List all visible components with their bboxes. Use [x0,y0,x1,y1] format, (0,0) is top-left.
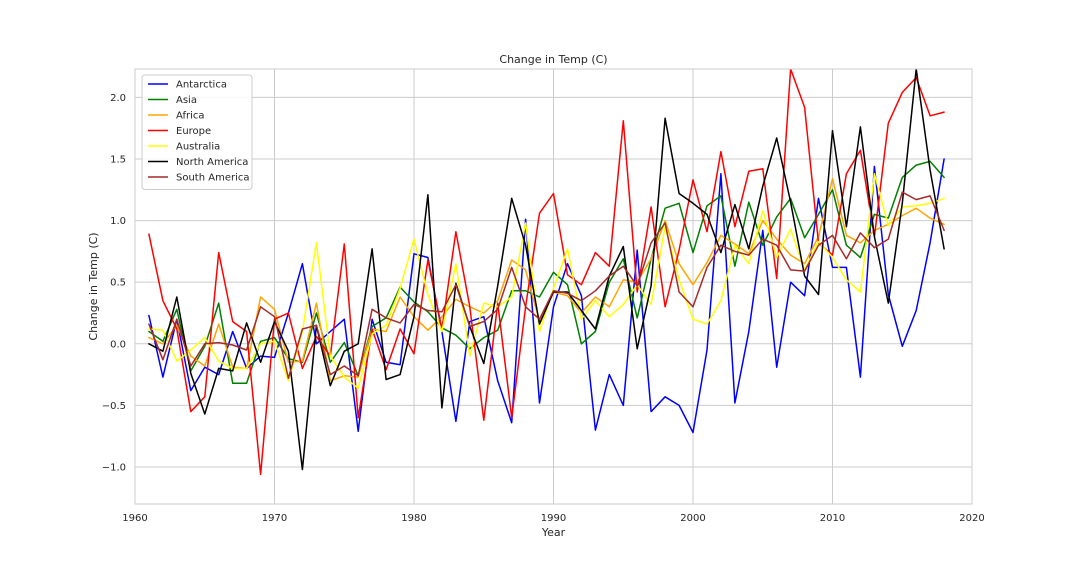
series-line-south-america [148,191,945,380]
x-tick-label: 2020 [959,513,984,524]
y-tick-label: 1.0 [110,216,126,227]
y-tick-label: −1.0 [102,463,126,474]
x-tick-label: 2010 [820,513,845,524]
legend-label-north-america: North America [176,157,248,168]
y-tick-label: 0.5 [110,278,126,289]
y-tick-label: −0.5 [102,401,126,412]
legend-box [141,74,253,190]
y-tick-label: 2.0 [110,93,126,104]
legend-label-australia: Australia [176,142,220,153]
y-tick-label: 0.0 [110,339,126,350]
legend-label-antarctica: Antarctica [176,80,227,91]
series-line-europe [148,69,945,476]
legend-label-europe: Europe [176,126,211,137]
series-lines [148,69,945,476]
x-tick-label: 2000 [680,513,705,524]
chart-title: Change in Temp (C) [499,53,607,66]
series-line-north-america [148,69,945,471]
legend-label-south-america: South America [176,173,250,184]
legend-label-africa: Africa [176,111,205,122]
x-tick-label: 1970 [262,513,287,524]
legend: Antarctica Asia Africa Europe Australia North… [141,74,253,190]
legend-label-asia: Asia [176,95,197,106]
plot-frame [134,68,973,505]
y-axis-label: Change in Temp (C) [87,232,100,340]
tick-labels: 1960 1970 1980 1990 2000 2010 2020 −1.0 −0.5 0.0 0… [102,93,985,524]
x-tick-label: 1960 [122,513,147,524]
y-tick-label: 1.5 [110,154,126,165]
x-tick-label: 1990 [541,513,566,524]
x-tick-label: 1980 [401,513,426,524]
x-axis-label: Year [541,526,566,539]
